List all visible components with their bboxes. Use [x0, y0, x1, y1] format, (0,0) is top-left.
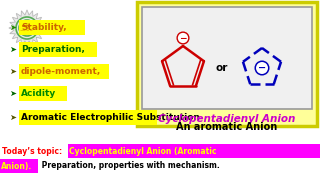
FancyBboxPatch shape — [19, 86, 67, 101]
Text: ➤: ➤ — [9, 89, 16, 98]
Text: Aromatic Electrophilic Substitution: Aromatic Electrophilic Substitution — [21, 112, 200, 122]
Text: ➤: ➤ — [9, 44, 16, 53]
Text: ➤: ➤ — [9, 66, 16, 75]
Text: Anion).: Anion). — [1, 161, 32, 170]
Text: ➤: ➤ — [9, 22, 16, 32]
Text: −: − — [258, 63, 266, 73]
Text: Stability,: Stability, — [21, 22, 67, 32]
Text: Cyclopentadienyl Anion: Cyclopentadienyl Anion — [158, 114, 296, 124]
FancyBboxPatch shape — [68, 144, 320, 158]
Text: −: − — [179, 33, 187, 42]
Text: ➤: ➤ — [9, 112, 16, 122]
Text: www: www — [22, 24, 32, 28]
FancyBboxPatch shape — [0, 159, 38, 173]
Text: An aromatic Anion: An aromatic Anion — [176, 122, 278, 132]
Text: Preparation,: Preparation, — [21, 44, 85, 53]
Polygon shape — [9, 10, 45, 46]
Text: ~~~~: ~~~~ — [20, 29, 34, 33]
Text: dipole-moment,: dipole-moment, — [21, 66, 101, 75]
FancyBboxPatch shape — [0, 142, 320, 180]
FancyBboxPatch shape — [142, 7, 312, 109]
Text: Cyclopentadienyl Anion (Aromatic: Cyclopentadienyl Anion (Aromatic — [69, 147, 217, 156]
Text: Acidity: Acidity — [21, 89, 56, 98]
FancyBboxPatch shape — [19, 110, 157, 125]
Text: Preparation, properties with mechanism.: Preparation, properties with mechanism. — [39, 161, 220, 170]
FancyBboxPatch shape — [137, 2, 317, 126]
FancyBboxPatch shape — [19, 42, 97, 57]
FancyBboxPatch shape — [19, 64, 109, 79]
Text: or: or — [216, 63, 228, 73]
FancyBboxPatch shape — [19, 20, 85, 35]
Text: Today’s topic:: Today’s topic: — [2, 147, 65, 156]
